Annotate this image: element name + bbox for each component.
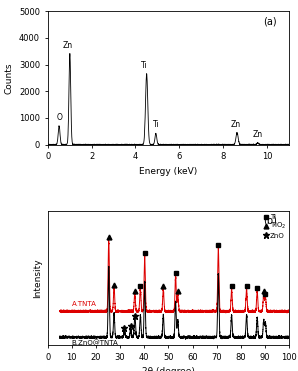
Text: (a): (a)	[263, 16, 277, 26]
Text: Zn: Zn	[62, 41, 72, 50]
Text: Ti: Ti	[141, 61, 148, 70]
Text: B.ZnO@TNTA: B.ZnO@TNTA	[72, 339, 119, 346]
Text: Ti: Ti	[153, 121, 159, 129]
Text: O: O	[56, 113, 62, 122]
Y-axis label: Intensity: Intensity	[33, 259, 42, 298]
Y-axis label: Counts: Counts	[4, 62, 13, 93]
Text: (b): (b)	[263, 216, 277, 226]
X-axis label: Energy (keV): Energy (keV)	[139, 167, 198, 176]
Text: A.TNTA: A.TNTA	[72, 301, 97, 307]
X-axis label: 2θ (degree): 2θ (degree)	[142, 367, 195, 371]
Text: Zn: Zn	[230, 120, 240, 129]
Legend: Ti, TiO$_2$, ZnO: Ti, TiO$_2$, ZnO	[263, 214, 287, 239]
Text: Zn: Zn	[253, 130, 263, 139]
